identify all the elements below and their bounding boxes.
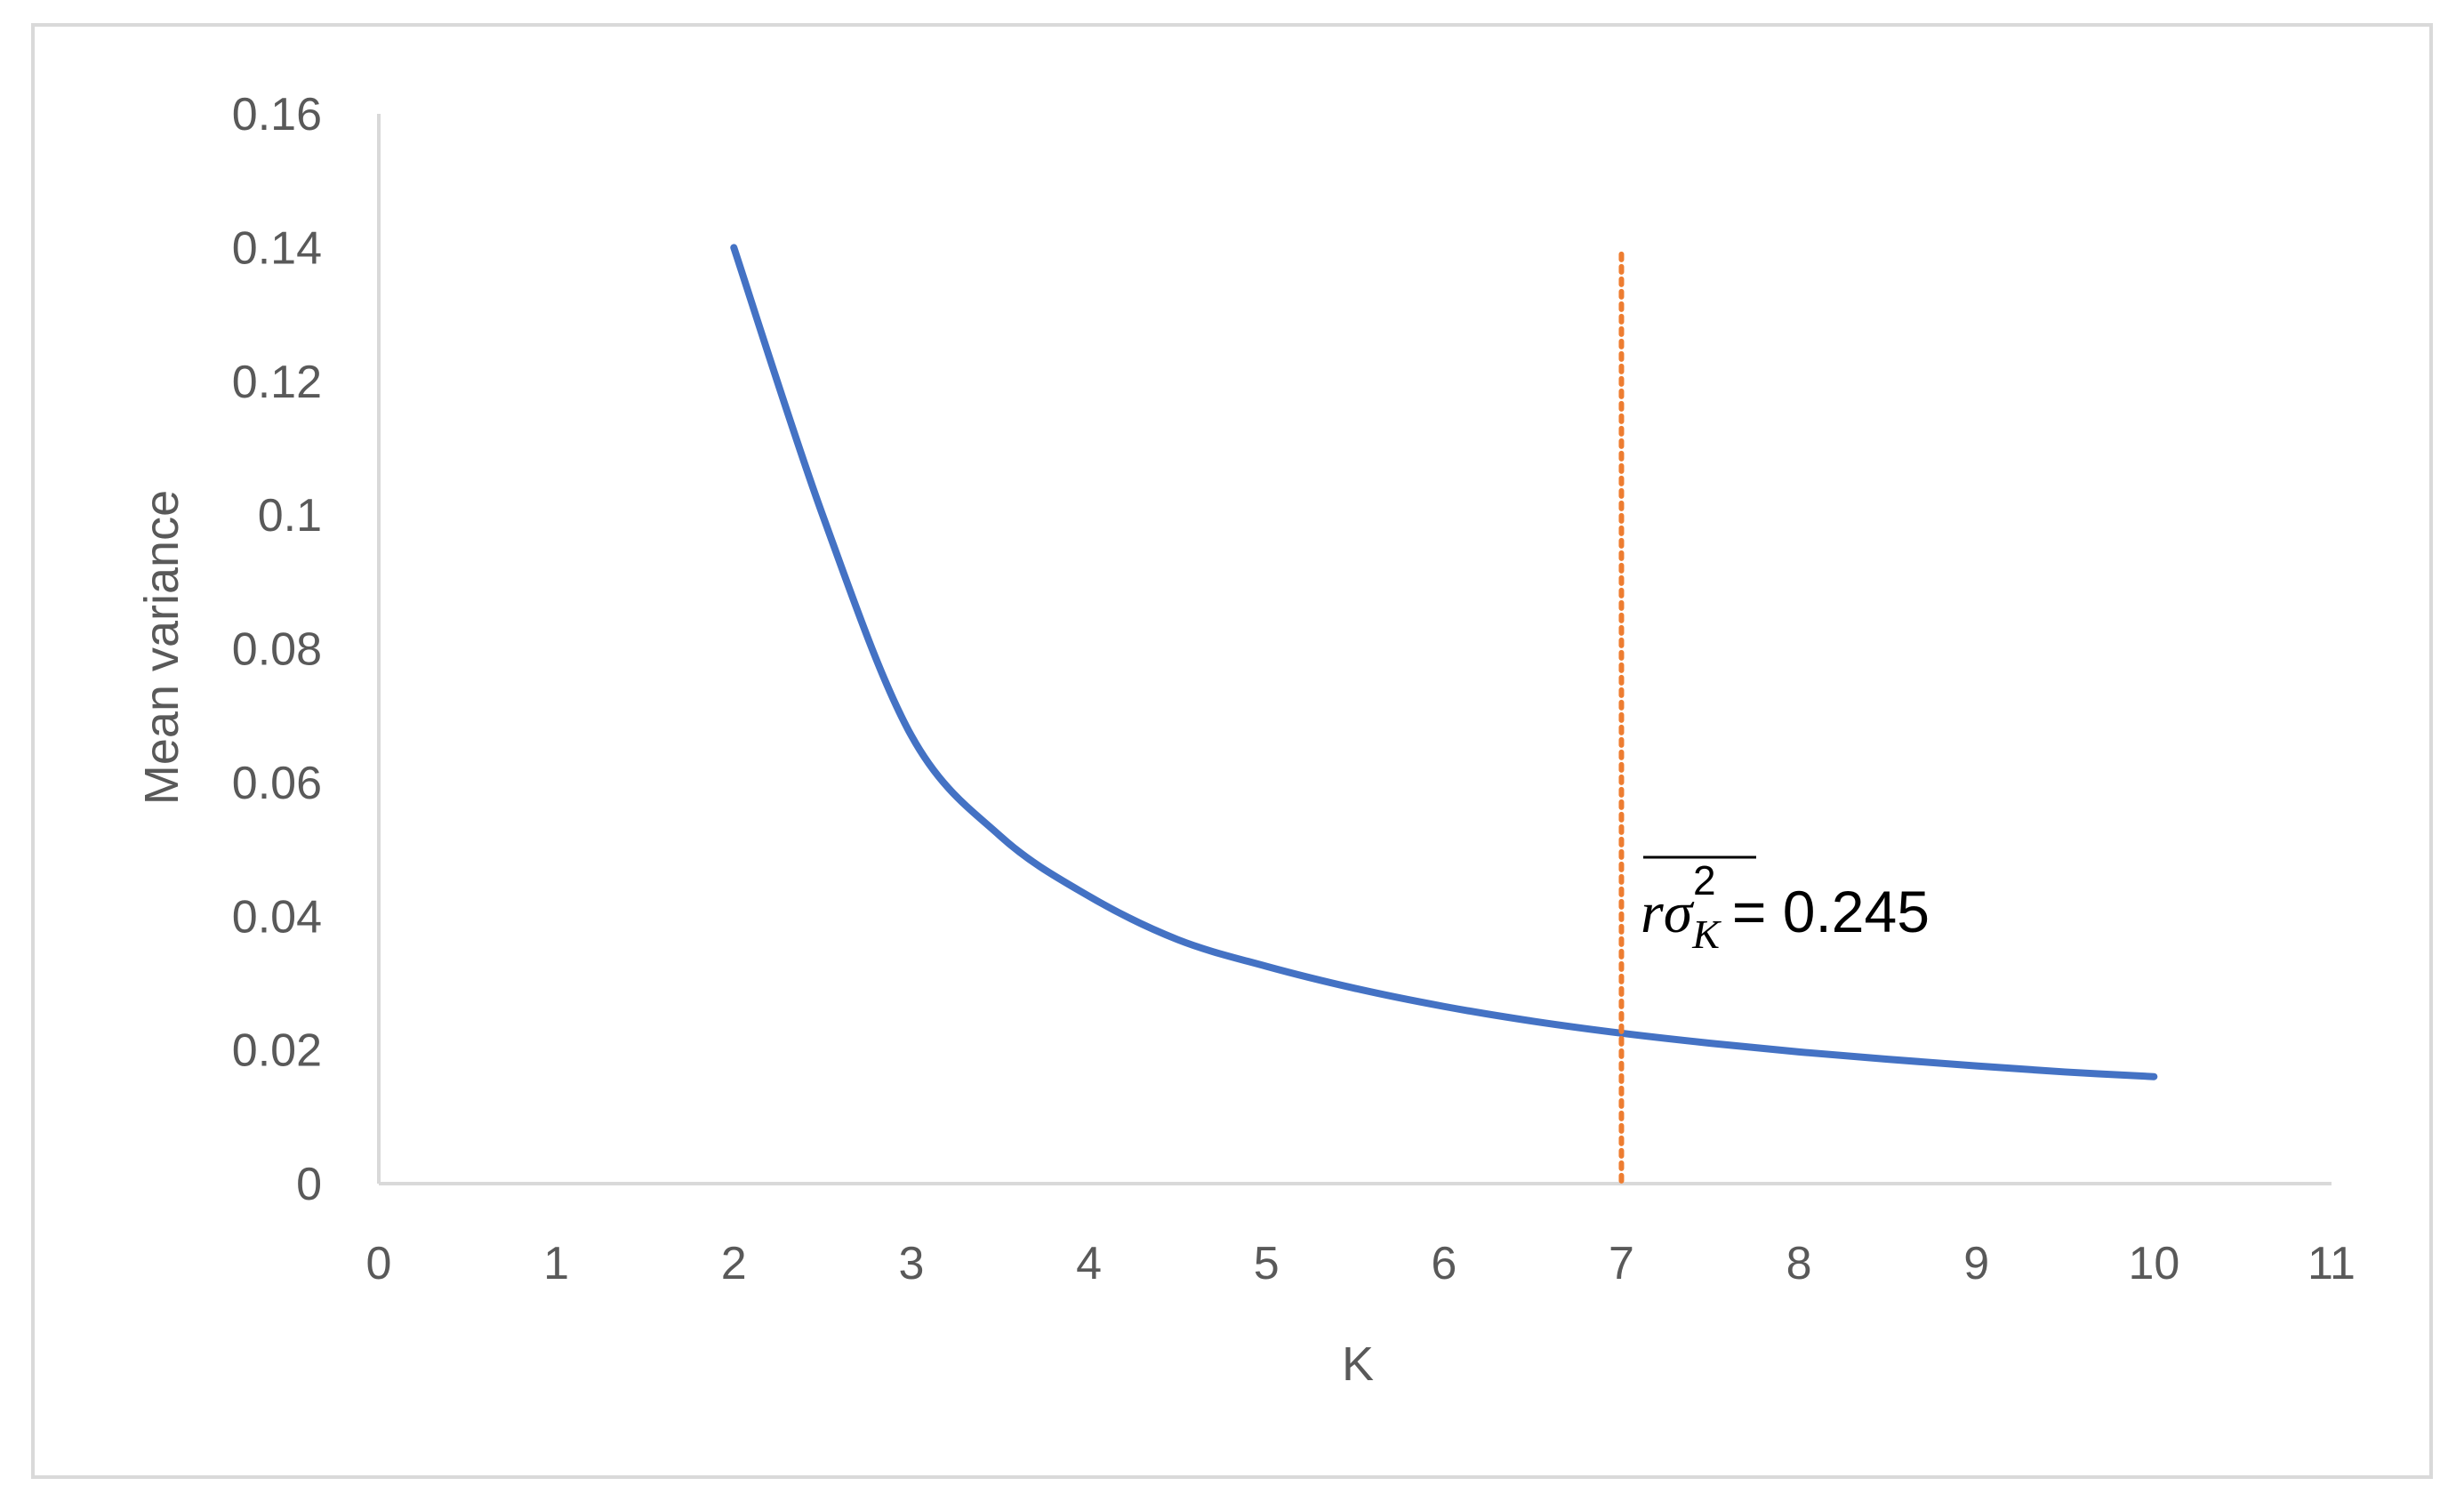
annotation-superscript: 2 [1693,857,1716,904]
x-tick-label: 5 [1254,1238,1280,1289]
annotation: rσK 2 = 0.245 [1641,855,1930,957]
annotation-text: rσK 2 = 0.245 [1641,857,1930,957]
y-tick-label: 0.1 [258,490,322,542]
y-tick-label: 0.02 [232,1025,322,1077]
x-axis: 0 1 2 3 4 5 6 7 8 9 10 11 [366,1182,2356,1289]
y-tick-label: 0.12 [232,357,322,408]
x-tick-label: 9 [1963,1238,1989,1289]
series-line [730,244,2158,1080]
x-tick-label: 3 [898,1238,924,1289]
x-tick-label: 2 [721,1238,747,1289]
y-tick-label: 0 [296,1159,322,1210]
y-tick-label: 0.16 [232,89,322,141]
y-tick-label: 0.14 [232,222,322,274]
annotation-value: = 0.245 [1716,879,1930,944]
annotation-subscript: K [1691,912,1722,957]
series [730,244,2158,1080]
x-tick-label: 7 [1609,1238,1634,1289]
x-tick-label: 0 [366,1238,392,1289]
y-tick-label: 0.06 [232,758,322,809]
x-tick-label: 8 [1786,1238,1812,1289]
x-axis-title: K [1342,1337,1374,1391]
y-tick-label: 0.04 [232,891,322,943]
x-tick-label: 6 [1431,1238,1457,1289]
x-tick-label: 10 [2128,1238,2179,1289]
annotation-r: r [1641,880,1664,945]
y-axis: 0 0.02 0.04 0.06 0.08 0.1 0.12 0.14 0.16 [232,89,381,1210]
y-tick-label: 0.08 [232,624,322,676]
x-tick-label: 4 [1076,1238,1102,1289]
x-tick-label: 11 [2307,1238,2356,1289]
chart-frame [31,23,2433,1479]
x-tick-label: 1 [543,1238,569,1289]
annotation-sigma: σ [1664,880,1695,945]
y-axis-title: Mean variance [135,490,189,805]
